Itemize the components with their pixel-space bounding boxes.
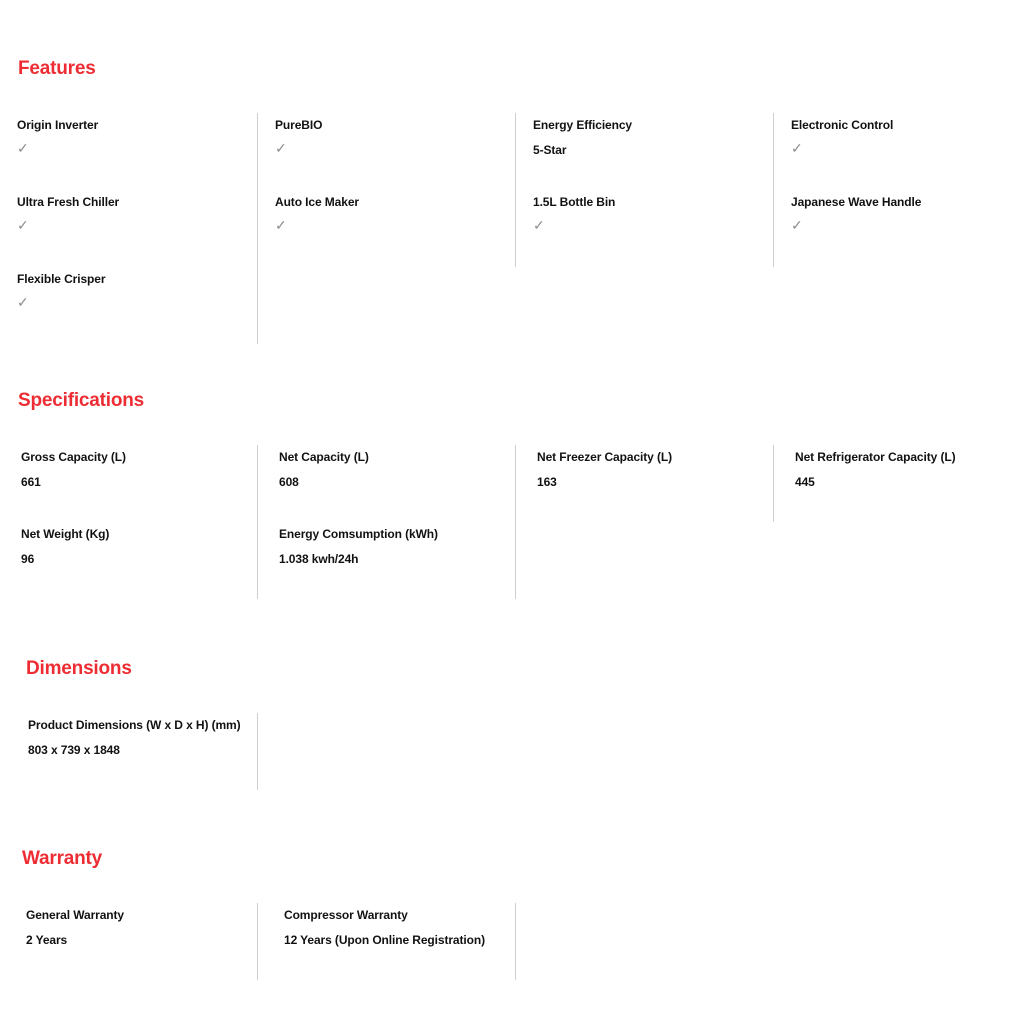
spec-item: Net Freezer Capacity (L) 163 xyxy=(516,445,774,522)
spec-item-value: 2 Years xyxy=(26,933,68,947)
spec-item-label: Product Dimensions (W x D x H) (mm) xyxy=(28,718,241,732)
spec-item-label: PureBIO xyxy=(275,118,323,132)
section-specifications: Specifications Gross Capacity (L) 661 Net C… xyxy=(0,389,1024,599)
spec-item-value: 608 xyxy=(279,475,299,489)
spec-item-label: General Warranty xyxy=(26,908,124,922)
spec-item: General Warranty 2 Years xyxy=(0,903,258,980)
check-icon: ✓ xyxy=(275,140,287,156)
spec-item-label: Gross Capacity (L) xyxy=(21,450,126,464)
spec-item: Net Weight (Kg) 96 xyxy=(0,522,258,599)
spec-item: Gross Capacity (L) 661 xyxy=(0,445,258,522)
spec-item-label: Japanese Wave Handle xyxy=(791,195,922,209)
spec-item-label: Net Freezer Capacity (L) xyxy=(537,450,672,464)
spec-item: Japanese Wave Handle ✓ xyxy=(774,190,1024,267)
section-title: Specifications xyxy=(18,390,145,411)
spec-item: Energy Comsumption (kWh) 1.038 kwh/24h xyxy=(258,522,516,599)
section-title: Dimensions xyxy=(26,658,132,679)
spec-item: Electronic Control ✓ xyxy=(774,113,1024,190)
spec-item-label: Flexible Crisper xyxy=(17,272,106,286)
spec-item-label: Energy Efficiency xyxy=(533,118,633,132)
check-icon: ✓ xyxy=(533,217,545,233)
spec-item-label: Ultra Fresh Chiller xyxy=(17,195,120,209)
spec-item-label: Energy Comsumption (kWh) xyxy=(279,527,438,541)
section-dimensions: Dimensions Product Dimensions (W x D x H)… xyxy=(0,657,1024,790)
spec-item-label: Net Weight (Kg) xyxy=(21,527,110,541)
check-icon: ✓ xyxy=(791,140,803,156)
check-icon: ✓ xyxy=(17,294,29,310)
check-icon: ✓ xyxy=(17,217,29,233)
spec-item-label: Electronic Control xyxy=(791,118,894,132)
spec-item: Compressor Warranty 12 Years (Upon Online… xyxy=(258,903,516,980)
section-title: Features xyxy=(18,58,96,79)
spec-item-label: Net Capacity (L) xyxy=(279,450,369,464)
spec-item: PureBIO ✓ xyxy=(258,113,516,190)
spec-item: Ultra Fresh Chiller ✓ xyxy=(0,190,258,267)
spec-item-value: 445 xyxy=(795,475,815,489)
spec-item: Net Refrigerator Capacity (L) 445 xyxy=(774,445,1024,522)
section-warranty: Warranty General Warranty 2 Years Compresso… xyxy=(0,847,1024,980)
spec-grid: Origin Inverter ✓ PureBIO ✓ Energy Efficienc… xyxy=(0,113,1024,344)
section-features: Features Origin Inverter ✓ PureBIO ✓ Energy E… xyxy=(0,57,1024,344)
spec-item-label: Net Refrigerator Capacity (L) xyxy=(795,450,956,464)
spec-item: Auto Ice Maker ✓ xyxy=(258,190,516,267)
check-icon: ✓ xyxy=(275,217,287,233)
spec-item-value: 96 xyxy=(21,552,35,566)
spec-item-value: 163 xyxy=(537,475,557,489)
spec-item-label: Compressor Warranty xyxy=(284,908,408,922)
section-title: Warranty xyxy=(22,848,103,869)
spec-item-label: Auto Ice Maker xyxy=(275,195,359,209)
spec-item-value: 12 Years (Upon Online Registration) xyxy=(284,933,485,947)
spec-item-value: 5-Star xyxy=(533,143,567,157)
spec-grid: Gross Capacity (L) 661 Net Capacity (L) 608… xyxy=(0,445,1024,599)
spec-grid: Product Dimensions (W x D x H) (mm) 803 x… xyxy=(0,713,1024,790)
spec-grid: General Warranty 2 Years Compressor Warran… xyxy=(0,903,1024,980)
spec-item-value: 661 xyxy=(21,475,41,489)
spec-item-value: 803 x 739 x 1848 xyxy=(28,743,120,757)
spec-item: Net Capacity (L) 608 xyxy=(258,445,516,522)
spec-item: Energy Efficiency 5-Star xyxy=(516,113,774,190)
spec-item: Product Dimensions (W x D x H) (mm) 803 x… xyxy=(0,713,258,790)
spec-item-label: 1.5L Bottle Bin xyxy=(533,195,616,209)
check-icon: ✓ xyxy=(791,217,803,233)
spec-item: Origin Inverter ✓ xyxy=(0,113,258,190)
spec-item: 1.5L Bottle Bin ✓ xyxy=(516,190,774,267)
spec-item-label: Origin Inverter xyxy=(17,118,99,132)
spec-item-value: 1.038 kwh/24h xyxy=(279,552,359,566)
product-spec-page: Features Origin Inverter ✓ PureBIO ✓ Energy E… xyxy=(0,57,1024,980)
spec-item: Flexible Crisper ✓ xyxy=(0,267,258,344)
check-icon: ✓ xyxy=(17,140,29,156)
